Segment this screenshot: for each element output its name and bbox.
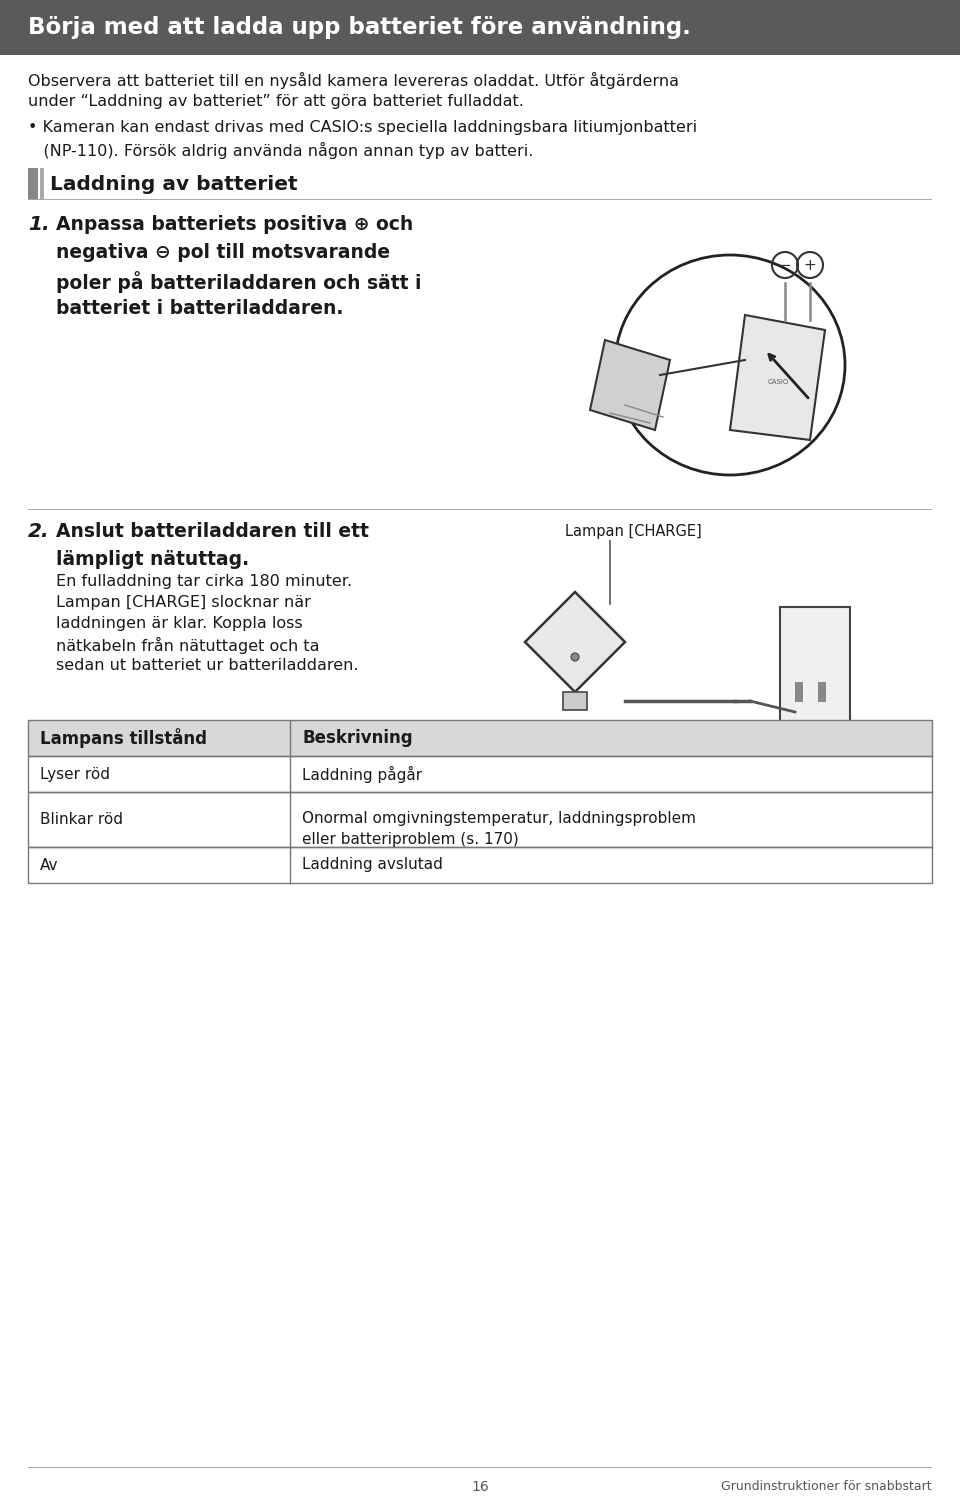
Text: Blinkar röd: Blinkar röd	[40, 812, 123, 827]
Bar	[795, 682, 803, 702]
Text: Laddning avslutad: Laddning avslutad	[302, 857, 443, 872]
Text: under “Laddning av batteriet” för att göra batteriet fulladdat.: under “Laddning av batteriet” för att gö…	[28, 94, 524, 109]
Bar	[28, 167, 38, 201]
Text: Anslut batteriladdaren till ett: Anslut batteriladdaren till ett	[56, 522, 369, 542]
Polygon shape	[525, 592, 625, 693]
Bar	[818, 682, 826, 702]
Text: (NP-110). Försök aldrig använda någon annan typ av batteri.: (NP-110). Försök aldrig använda någon an…	[28, 142, 534, 158]
Text: negativa ⊖ pol till motsvarande: negativa ⊖ pol till motsvarande	[56, 243, 390, 263]
Text: Av: Av	[40, 857, 59, 872]
Bar	[0, 0, 960, 54]
Text: 2.: 2.	[28, 522, 50, 542]
Text: laddningen är klar. Koppla loss: laddningen är klar. Koppla loss	[56, 616, 302, 631]
Text: 1.: 1.	[28, 214, 50, 234]
Text: Lampans tillstånd: Lampans tillstånd	[40, 727, 207, 748]
Text: batteriet i batteriladdaren.: batteriet i batteriladdaren.	[56, 299, 344, 318]
Circle shape	[571, 653, 579, 661]
Text: Lampan [CHARGE] slocknar när: Lampan [CHARGE] slocknar när	[56, 595, 311, 610]
Bar	[28, 792, 932, 847]
Polygon shape	[590, 340, 670, 430]
Text: −: −	[779, 258, 791, 273]
Text: • Kameran kan endast drivas med CASIO:s speciella laddningsbara litiumjonbatteri: • Kameran kan endast drivas med CASIO:s …	[28, 121, 697, 134]
Text: nätkabeln från nätuttaget och ta: nätkabeln från nätuttaget och ta	[56, 637, 320, 653]
Text: En fulladdning tar cirka 180 minuter.: En fulladdning tar cirka 180 minuter.	[56, 573, 352, 589]
Bar	[40, 167, 44, 201]
Text: CASIO: CASIO	[767, 379, 788, 385]
Text: Anpassa batteriets positiva ⊕ och: Anpassa batteriets positiva ⊕ och	[56, 214, 413, 234]
Bar	[28, 847, 932, 883]
Text: sedan ut batteriet ur batteriladdaren.: sedan ut batteriet ur batteriladdaren.	[56, 658, 358, 673]
Text: Grundinstruktioner för snabbstart: Grundinstruktioner för snabbstart	[721, 1480, 932, 1494]
Text: Lampan [CHARGE]: Lampan [CHARGE]	[565, 524, 702, 539]
Bar	[28, 720, 932, 756]
Bar	[780, 607, 850, 736]
Text: Observera att batteriet till en nysåld kamera levereras oladdat. Utför åtgärdern: Observera att batteriet till en nysåld k…	[28, 72, 679, 89]
Text: Laddning pågår: Laddning pågår	[302, 765, 422, 783]
Text: Onormal omgivningstemperatur, laddningsproblem
eller batteriproblem (s. 170): Onormal omgivningstemperatur, laddningsp…	[302, 812, 696, 847]
Text: Laddning av batteriet: Laddning av batteriet	[50, 175, 298, 193]
Text: Beskrivning: Beskrivning	[302, 729, 413, 747]
Polygon shape	[730, 315, 825, 441]
Text: 16: 16	[471, 1480, 489, 1494]
Bar	[28, 756, 932, 792]
Text: +: +	[804, 258, 816, 273]
Polygon shape	[563, 693, 587, 711]
Text: Lyser röd: Lyser röd	[40, 767, 110, 782]
Text: Börja med att ladda upp batteriet före användning.: Börja med att ladda upp batteriet före a…	[28, 17, 691, 39]
Text: lämpligt nätuttag.: lämpligt nätuttag.	[56, 549, 250, 569]
Text: poler på batteriladdaren och sätt i: poler på batteriladdaren och sätt i	[56, 272, 421, 293]
